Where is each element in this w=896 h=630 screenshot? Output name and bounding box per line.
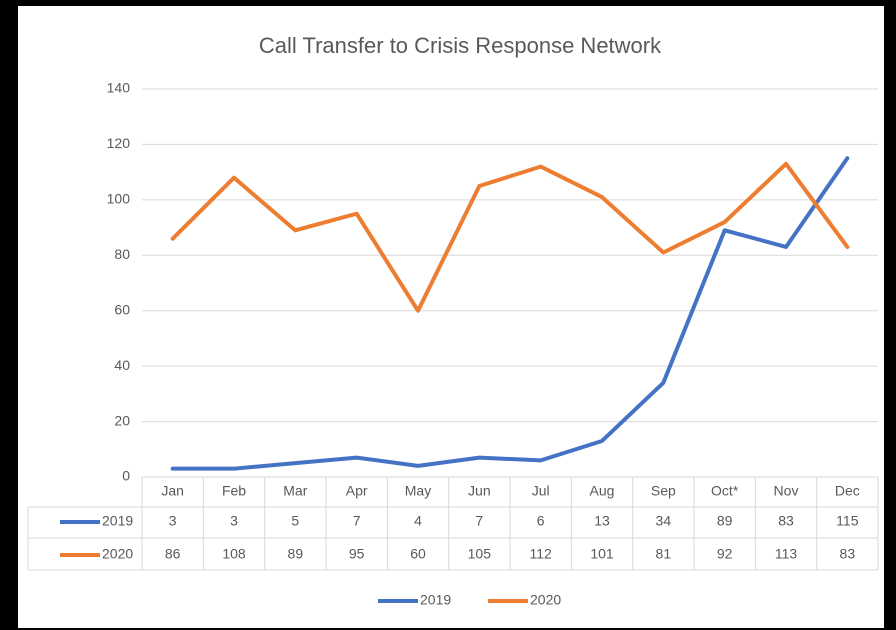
- x-tick-label: Sep: [651, 483, 676, 499]
- table-cell: 81: [656, 546, 672, 562]
- legend-label: 2020: [530, 592, 561, 608]
- series-line: [170, 156, 850, 471]
- y-tick-label: 40: [114, 357, 130, 373]
- table-cell: 89: [288, 546, 304, 562]
- x-tick-label: Nov: [774, 483, 799, 499]
- legend-label: 2019: [420, 592, 451, 608]
- table-cell: 4: [414, 513, 422, 529]
- table-cell: 108: [222, 546, 246, 562]
- table-cell: 7: [475, 513, 483, 529]
- table-cell: 3: [230, 513, 238, 529]
- y-tick-label: 0: [122, 468, 130, 484]
- table-cell: 89: [717, 513, 733, 529]
- y-tick-label: 60: [114, 301, 130, 317]
- table-cell: 105: [468, 546, 492, 562]
- chart-background: [18, 6, 884, 628]
- table-cell: 115: [836, 513, 859, 529]
- x-tick-label: May: [405, 483, 431, 499]
- x-tick-label: Dec: [835, 483, 860, 499]
- table-cell: 83: [778, 513, 794, 529]
- table-cell: 83: [840, 546, 856, 562]
- x-tick-label: Jul: [532, 483, 550, 499]
- x-tick-label: Mar: [283, 483, 307, 499]
- table-cell: 113: [775, 546, 798, 562]
- x-tick-label: Jun: [468, 483, 491, 499]
- table-cell: 7: [353, 513, 361, 529]
- table-cell: 5: [291, 513, 299, 529]
- x-tick-label: Feb: [222, 483, 246, 499]
- x-tick-label: Oct*: [711, 483, 739, 499]
- x-tick-label: Jan: [161, 483, 184, 499]
- table-cell: 60: [410, 546, 426, 562]
- table-cell: 3: [169, 513, 177, 529]
- table-cell: 112: [530, 546, 553, 562]
- y-tick-label: 120: [107, 135, 131, 151]
- table-cell: 92: [717, 546, 733, 562]
- y-tick-label: 20: [114, 412, 130, 428]
- table-cell: 101: [590, 546, 614, 562]
- y-tick-label: 80: [114, 246, 130, 262]
- table-row-label: 2019: [102, 513, 133, 529]
- chart-title: Call Transfer to Crisis Response Network: [259, 33, 662, 58]
- table-cell: 34: [656, 513, 672, 529]
- table-row-label: 2020: [102, 546, 133, 562]
- table-cell: 95: [349, 546, 365, 562]
- series-line: [170, 161, 850, 313]
- y-tick-label: 140: [107, 80, 131, 96]
- x-tick-label: Apr: [346, 483, 368, 499]
- table-cell: 13: [594, 513, 610, 529]
- x-tick-label: Aug: [590, 483, 615, 499]
- table-cell: 6: [537, 513, 545, 529]
- table-cell: 86: [165, 546, 181, 562]
- y-tick-label: 100: [107, 191, 131, 207]
